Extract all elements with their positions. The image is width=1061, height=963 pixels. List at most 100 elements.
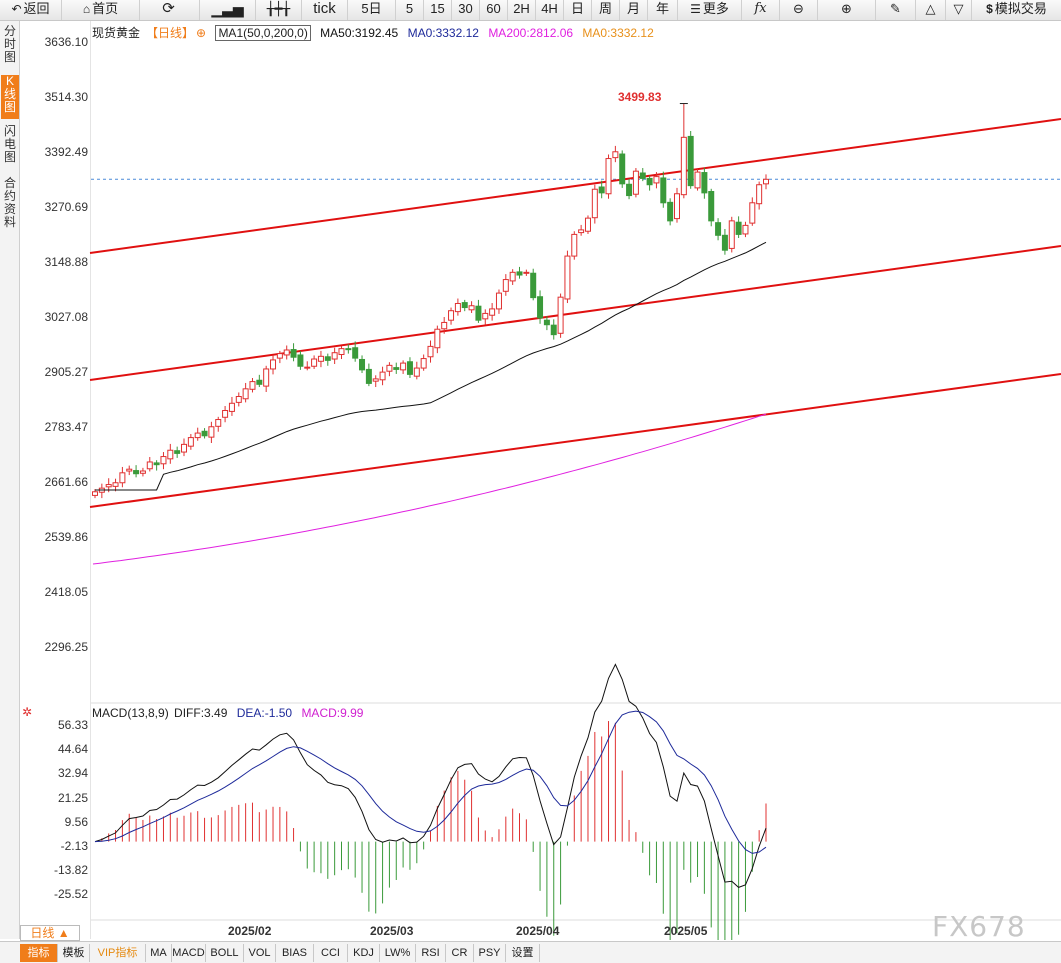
candle-body [578, 229, 585, 234]
kline-chart[interactable] [0, 0, 1061, 940]
candle-body [160, 456, 167, 465]
price-tick-label: 3636.10 [44, 35, 88, 49]
back-button[interactable]: ↶ 返回 [0, 0, 62, 20]
bottom-tab-cr[interactable]: CR [446, 944, 474, 962]
refresh-button[interactable]: ⟳ [140, 0, 200, 20]
macd-diff-line [94, 663, 767, 888]
macd-legend: MACD(13,8,9) DIFF:3.49 DEA:-1.50 MACD:9.… [92, 706, 369, 722]
candle-body [557, 296, 564, 334]
chart-type-button[interactable]: ▁▃▅ [200, 0, 256, 20]
triangle-up-button[interactable]: △ [916, 0, 946, 20]
bottom-tab-macd[interactable]: MACD [172, 944, 206, 962]
candle-body [112, 482, 119, 487]
candle-body [181, 443, 188, 453]
dollar-icon: $ [986, 2, 993, 16]
bottom-tab-rsi[interactable]: RSI [416, 944, 446, 962]
toolbar: ↶ 返回 ⌂ 首页 ⟳ ▁▃▅ ╁┿╁ tick 5日 5 15 30 60 2H … [0, 0, 1061, 21]
candle-body [632, 170, 639, 195]
candle-body [208, 426, 215, 438]
bottom-tab-vol[interactable]: VOL [244, 944, 276, 962]
bottom-tab-psy[interactable]: PSY [474, 944, 506, 962]
period-5d[interactable]: 5日 [348, 0, 396, 20]
candle-body [749, 202, 756, 224]
candle-body [550, 324, 557, 336]
macd-diff-value: DIFF:3.49 [174, 706, 228, 720]
candle-body [564, 255, 571, 300]
side-tab-flash[interactable]: 闪电图 [3, 124, 16, 164]
triangle-up-icon: △ [925, 1, 936, 16]
settings-small-icon[interactable]: ⊕ [196, 26, 207, 40]
period-4h[interactable]: 4H [536, 0, 564, 20]
draw-button[interactable]: ✎ [876, 0, 916, 20]
bottom-tab-cci[interactable]: CCI [314, 944, 348, 962]
candle-body [694, 171, 701, 189]
triangle-down-button[interactable]: ▽ [946, 0, 972, 20]
candle-body [639, 172, 646, 179]
bottom-tab-指标[interactable]: 指标 [20, 944, 58, 962]
candle-body [489, 308, 496, 316]
ma0-value-a: MA0:3332.12 [407, 26, 479, 40]
tick-button[interactable]: tick [302, 0, 348, 20]
bar-chart-icon: ▁▃▅ [211, 1, 244, 17]
zoom-out-icon: ⊖ [793, 1, 804, 16]
period-month[interactable]: 月 [620, 0, 648, 20]
period-30m[interactable]: 30 [452, 0, 480, 20]
candle-body [324, 356, 331, 361]
candle-body [359, 358, 366, 371]
candle-body [400, 362, 407, 371]
zoom-out-button[interactable]: ⊖ [780, 0, 818, 20]
period-week[interactable]: 周 [592, 0, 620, 20]
candle-body [475, 305, 482, 321]
period-2h[interactable]: 2H [508, 0, 536, 20]
gear-icon[interactable]: ✲ [22, 705, 33, 719]
period-5m[interactable]: 5 [396, 0, 424, 20]
candle-body [721, 234, 728, 251]
candle-body [461, 302, 468, 309]
candle-body [242, 388, 249, 400]
candle-body [105, 484, 112, 488]
side-tab-intraday[interactable]: 分时图 [3, 24, 16, 64]
candlestick-type-button[interactable]: ╁┿╁ [256, 0, 302, 20]
more-button[interactable]: ☰ 更多 [678, 0, 742, 20]
candle-body [715, 222, 722, 236]
menu-icon: ☰ [690, 2, 701, 16]
candle-body [167, 449, 174, 460]
candle-body [680, 136, 687, 196]
period-selector[interactable]: 日线 ▲ [20, 925, 80, 941]
period-15m[interactable]: 15 [424, 0, 452, 20]
candle-body [454, 302, 461, 313]
bottom-tab-模板[interactable]: 模板 [58, 944, 90, 962]
bottom-tab-kdj[interactable]: KDJ [348, 944, 380, 962]
bottom-tab-ma[interactable]: MA [146, 944, 172, 962]
macd-tick-label: -2.13 [60, 839, 88, 853]
period-year[interactable]: 年 [648, 0, 678, 20]
channel-middle-line [89, 245, 1061, 381]
bottom-tab-vip指标[interactable]: VIP指标 [90, 944, 146, 962]
price-tick-label: 3027.08 [44, 310, 88, 324]
period-day[interactable]: 日 [564, 0, 592, 20]
back-arrow-icon: ↶ [11, 2, 22, 16]
bottom-tab-设置[interactable]: 设置 [506, 944, 540, 962]
side-tab-contract-info[interactable]: 合约资料 [3, 176, 16, 229]
candle-body [153, 462, 160, 466]
zoom-in-button[interactable]: ⊕ [818, 0, 876, 20]
candle-body [276, 353, 283, 359]
bottom-tab-bias[interactable]: BIAS [276, 944, 314, 962]
price-tick-label: 2296.25 [44, 640, 88, 654]
simulated-trade-button[interactable]: $ 模拟交易 [986, 1, 1047, 16]
pencil-icon: ✎ [890, 1, 901, 16]
candle-body [338, 348, 345, 356]
bottom-tab-boll[interactable]: BOLL [206, 944, 244, 962]
home-button[interactable]: ⌂ 首页 [62, 0, 140, 20]
candle-body [270, 359, 277, 370]
candle-body [763, 178, 769, 185]
candle-body [742, 224, 749, 235]
period-60m[interactable]: 60 [480, 0, 508, 20]
ma50-value: MA50:3192.45 [320, 26, 399, 40]
symbol-name: 现货黄金 [92, 26, 141, 40]
formula-button[interactable]: fx [742, 0, 780, 20]
indicator-name[interactable]: MA1(50,0,200,0) [215, 25, 311, 41]
candle-body [495, 292, 502, 310]
bottom-tab-lw%[interactable]: LW% [380, 944, 416, 962]
